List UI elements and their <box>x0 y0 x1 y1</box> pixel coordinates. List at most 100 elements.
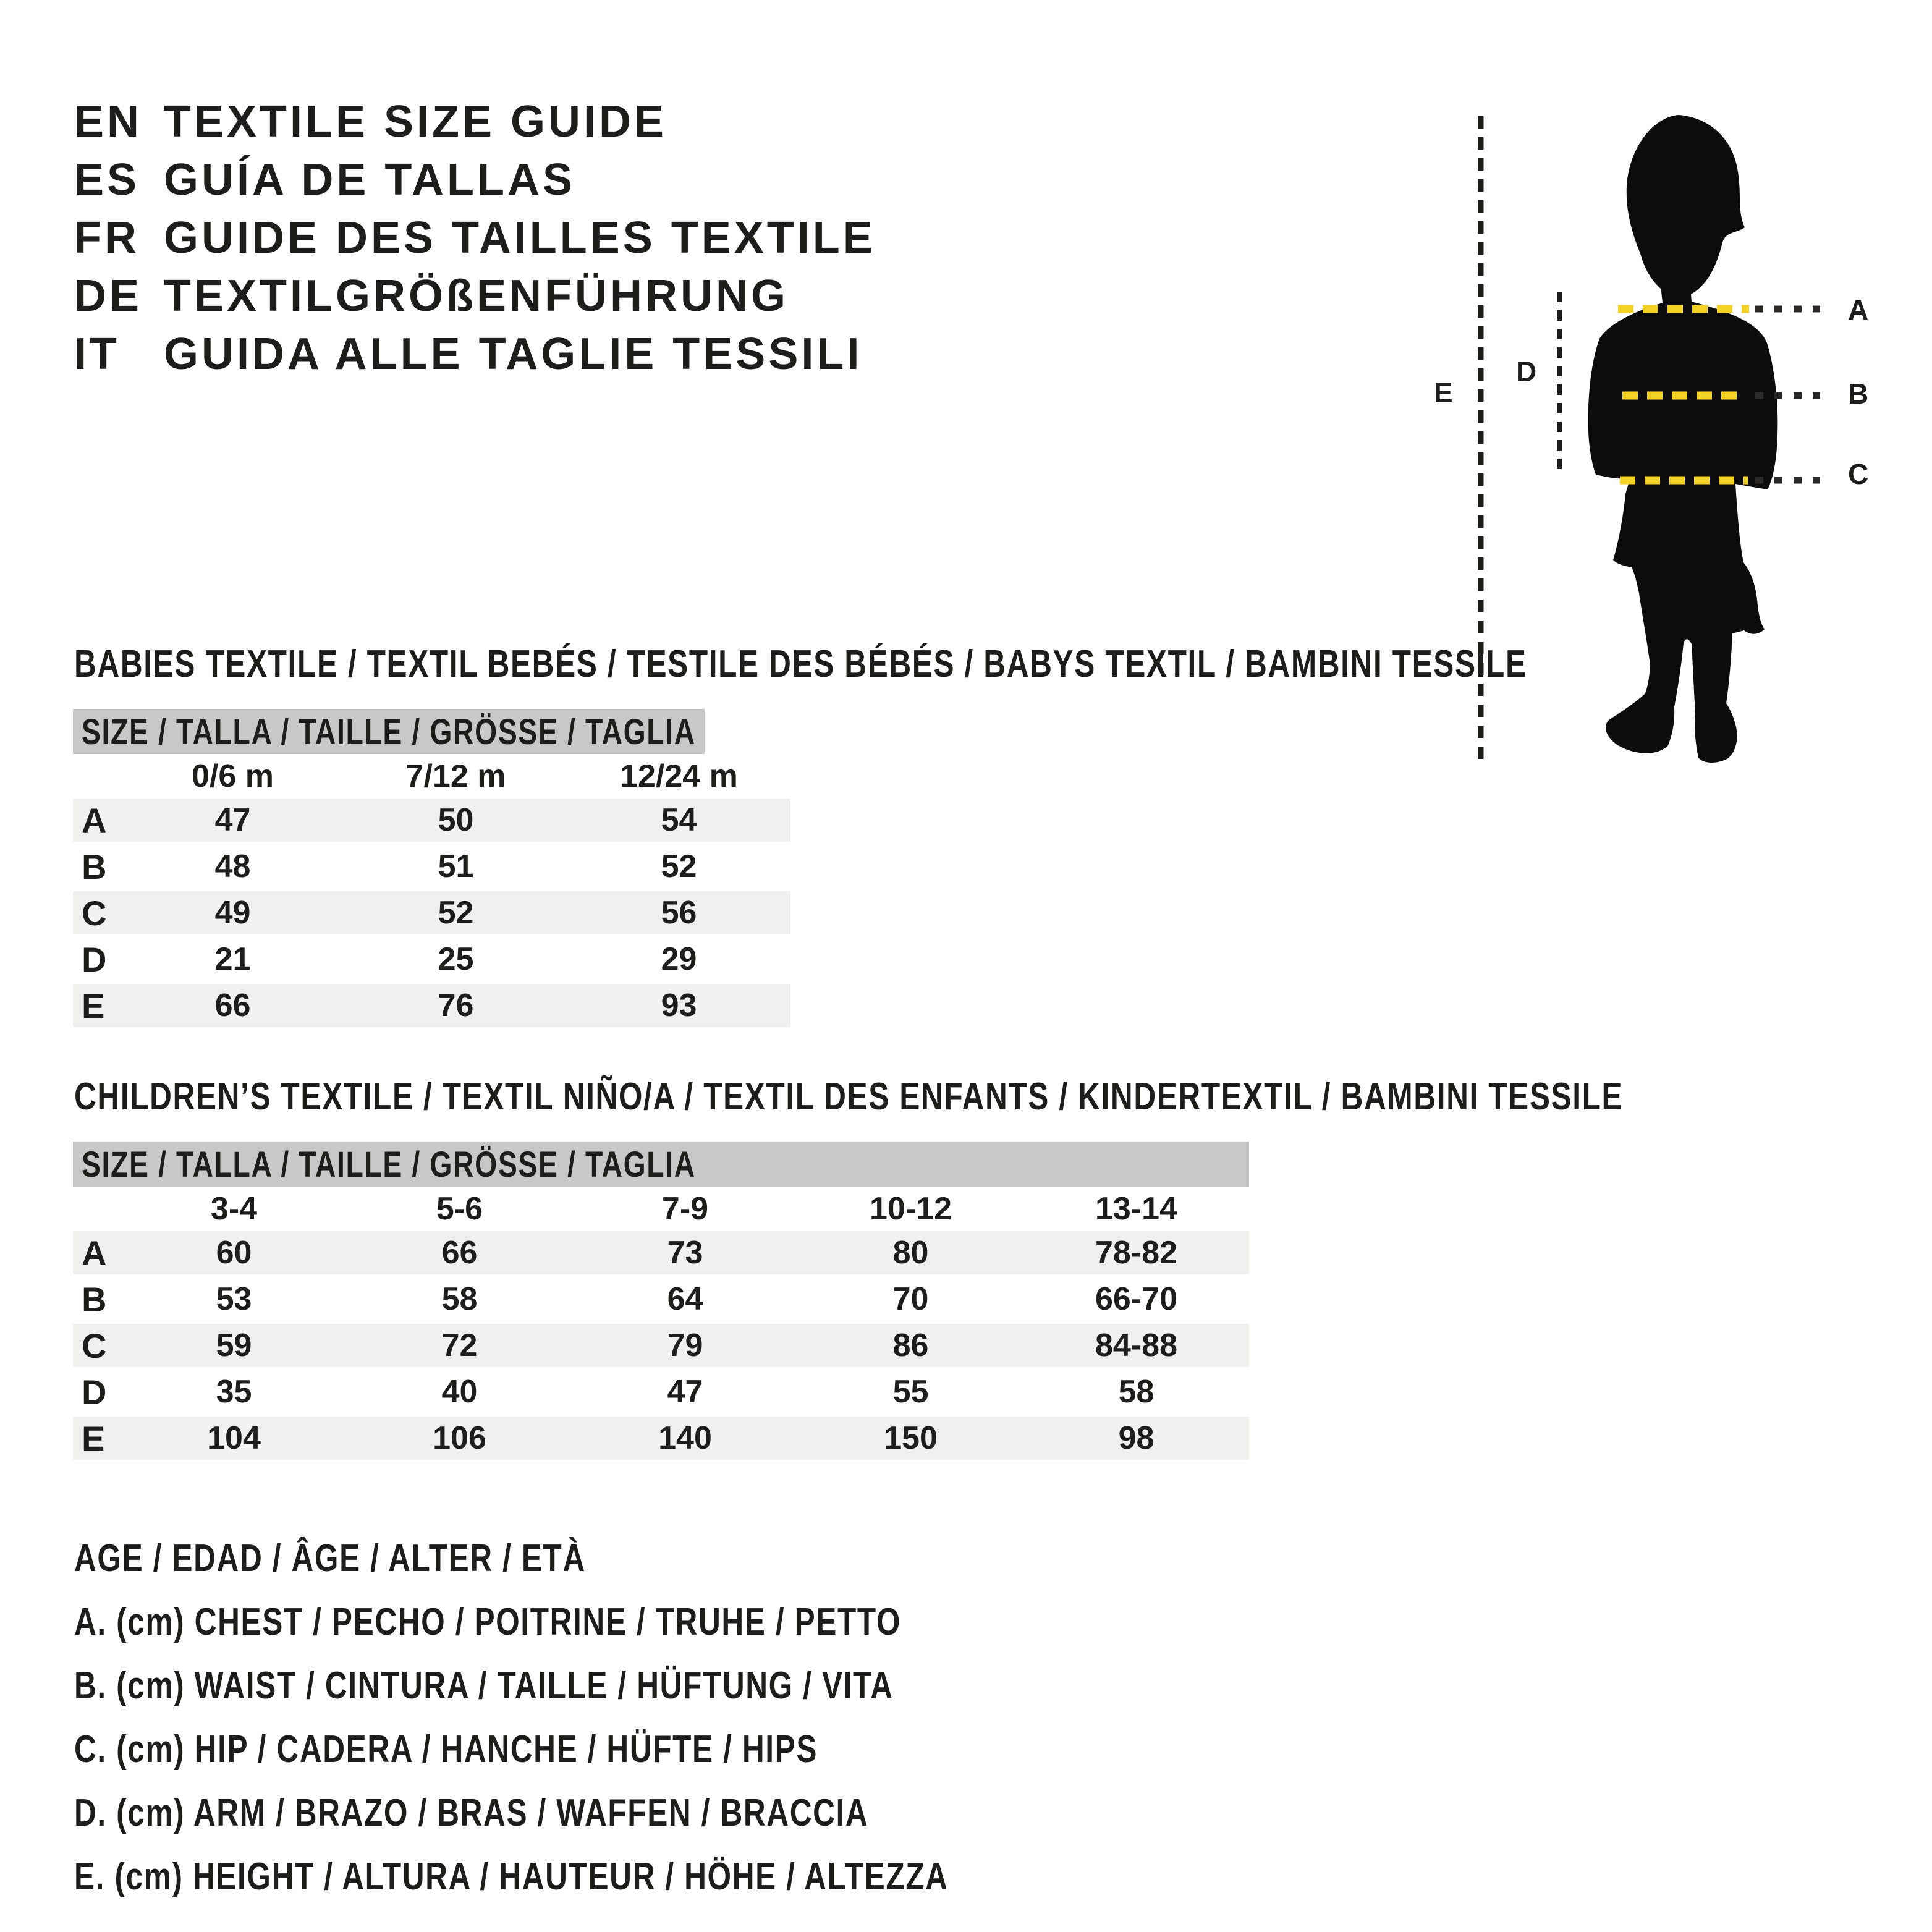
table-value: 49 <box>214 895 251 931</box>
hip-label-c: C <box>1848 458 1869 490</box>
column-header: 7/12 m <box>405 758 506 794</box>
table-row: B 48 51 52 <box>73 845 790 888</box>
children-section-title: CHILDREN’S TEXTILE / TEXTIL NIÑO/A / TEX… <box>74 1075 1624 1118</box>
table-value: 93 <box>661 988 697 1023</box>
babies-size-table: SIZE / TALLA / TAILLE / GRÖSSE / TAGLIA … <box>73 709 790 1030</box>
table-value: 70 <box>892 1281 929 1317</box>
table-value: 59 <box>216 1328 252 1363</box>
table-value: 53 <box>216 1281 252 1317</box>
row-label: B <box>82 1279 107 1319</box>
table-value: 86 <box>892 1328 929 1363</box>
children-size-header-bar: SIZE / TALLA / TAILLE / GRÖSSE / TAGLIA <box>73 1142 1249 1187</box>
table-value: 72 <box>441 1328 478 1363</box>
table-value: 66 <box>214 988 251 1023</box>
children-size-table: SIZE / TALLA / TAILLE / GRÖSSE / TAGLIA … <box>73 1142 1249 1463</box>
table-value: 48 <box>214 849 251 884</box>
table-value: 84-88 <box>1095 1328 1177 1363</box>
table-value: 80 <box>892 1235 929 1271</box>
column-header: 7-9 <box>661 1191 709 1227</box>
chest-label-a: A <box>1848 294 1869 326</box>
row-label: E <box>82 986 105 1025</box>
language-code: FR <box>74 213 140 263</box>
table-value: 40 <box>441 1374 478 1410</box>
language-row-de: DE TEXTILGRÖßENFÜHRUNG <box>74 267 876 325</box>
table-row: A 47 50 54 <box>73 799 790 842</box>
row-label: B <box>82 847 107 886</box>
legend-waist-line: B. (cm) WAIST / CINTURA / TAILLE / HÜFTU… <box>74 1664 894 1707</box>
table-value: 29 <box>661 941 697 977</box>
table-row: D 21 25 29 <box>73 938 790 981</box>
table-value: 76 <box>438 988 474 1023</box>
table-value: 35 <box>216 1374 252 1410</box>
table-row: C 49 52 56 <box>73 891 790 934</box>
table-row: A 60 66 73 80 78-82 <box>73 1231 1249 1274</box>
table-value: 78-82 <box>1095 1235 1177 1271</box>
table-value: 52 <box>438 895 474 931</box>
table-value: 58 <box>1118 1374 1155 1410</box>
legend-chest-line: A. (cm) CHEST / PECHO / POITRINE / TRUHE… <box>74 1601 902 1643</box>
table-value: 98 <box>1118 1420 1155 1456</box>
language-row-es: ES GUÍA DE TALLAS <box>74 151 876 209</box>
row-label: D <box>82 1372 107 1412</box>
column-header: 3-4 <box>210 1191 258 1227</box>
table-value: 106 <box>433 1420 486 1456</box>
table-value: 104 <box>207 1420 261 1456</box>
language-title: GUÍA DE TALLAS <box>164 155 575 205</box>
table-row: E 66 76 93 <box>73 984 790 1027</box>
language-title: GUIDE DES TAILLES TEXTILE <box>164 213 876 263</box>
language-title: TEXTILGRÖßENFÜHRUNG <box>164 271 789 321</box>
table-value: 64 <box>667 1281 703 1317</box>
table-row: B 53 58 64 70 66-70 <box>73 1277 1249 1321</box>
arm-label-d: D <box>1516 355 1537 388</box>
language-row-it: IT GUIDA ALLE TAGLIE TESSILI <box>74 325 876 383</box>
table-value: 73 <box>667 1235 703 1271</box>
language-code: IT <box>74 329 120 379</box>
measurement-figure: A B C D E <box>1409 111 1932 768</box>
table-value: 25 <box>438 941 474 977</box>
column-header: 12/24 m <box>620 758 738 794</box>
table-value: 66-70 <box>1095 1281 1177 1317</box>
table-value: 58 <box>441 1281 478 1317</box>
legend-arm-line: D. (cm) ARM / BRAZO / BRAS / WAFFEN / BR… <box>74 1792 869 1834</box>
table-value: 50 <box>438 802 474 838</box>
table-value: 51 <box>438 849 474 884</box>
child-silhouette <box>1588 115 1778 763</box>
babies-column-header-row: 0/6 m 7/12 m 12/24 m <box>73 754 790 799</box>
row-label: A <box>82 1233 107 1273</box>
row-label: D <box>82 939 107 979</box>
language-code: DE <box>74 271 143 321</box>
table-value: 140 <box>658 1420 712 1456</box>
children-column-header-row: 3-4 5-6 7-9 10-12 13-14 <box>73 1187 1249 1231</box>
row-label: A <box>82 800 107 840</box>
table-value: 47 <box>667 1374 703 1410</box>
row-label: C <box>82 893 107 933</box>
language-code: ES <box>74 155 140 205</box>
column-header: 10-12 <box>870 1191 952 1227</box>
language-title: GUIDA ALLE TAGLIE TESSILI <box>164 329 863 379</box>
table-value: 21 <box>214 941 251 977</box>
table-value: 60 <box>216 1235 252 1271</box>
table-value: 55 <box>892 1374 929 1410</box>
language-code: EN <box>74 97 143 146</box>
babies-size-header-bar: SIZE / TALLA / TAILLE / GRÖSSE / TAGLIA <box>73 709 705 754</box>
legend-height-line: E. (cm) HEIGHT / ALTURA / HAUTEUR / HÖHE… <box>74 1855 949 1898</box>
height-label-e: E <box>1434 376 1453 409</box>
language-row-en: EN TEXTILE SIZE GUIDE <box>74 93 876 151</box>
measurement-legend: AGE / EDAD / ÂGE / ALTER / ETÀ A. (cm) C… <box>74 1527 1167 1909</box>
language-row-fr: FR GUIDE DES TAILLES TEXTILE <box>74 209 876 267</box>
child-silhouette-figure <box>1478 115 1820 763</box>
table-value: 54 <box>661 802 697 838</box>
table-row: E 104 106 140 150 98 <box>73 1417 1249 1460</box>
row-label: E <box>82 1418 105 1458</box>
legend-hip-line: C. (cm) HIP / CADERA / HANCHE / HÜFTE / … <box>74 1728 818 1771</box>
table-value: 56 <box>661 895 697 931</box>
table-value: 47 <box>214 802 251 838</box>
language-header: EN TEXTILE SIZE GUIDE ES GUÍA DE TALLAS FR… <box>74 93 876 383</box>
column-header: 13-14 <box>1095 1191 1177 1227</box>
table-value: 52 <box>661 849 697 884</box>
babies-section-title: BABIES TEXTILE / TEXTIL BEBÉS / TESTILE … <box>74 643 1527 685</box>
row-label: C <box>82 1326 107 1365</box>
legend-age-line: AGE / EDAD / ÂGE / ALTER / ETÀ <box>74 1537 586 1580</box>
column-header: 0/6 m <box>192 758 274 794</box>
